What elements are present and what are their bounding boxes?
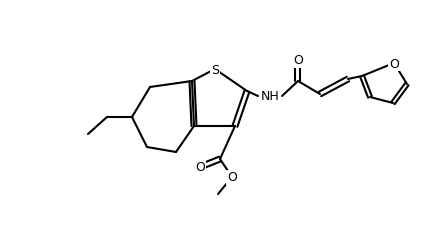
Text: S: S [211,63,219,76]
Text: O: O [389,57,399,70]
Text: O: O [227,171,237,184]
Text: O: O [195,161,205,174]
Text: NH: NH [261,90,280,103]
Text: O: O [293,54,303,67]
